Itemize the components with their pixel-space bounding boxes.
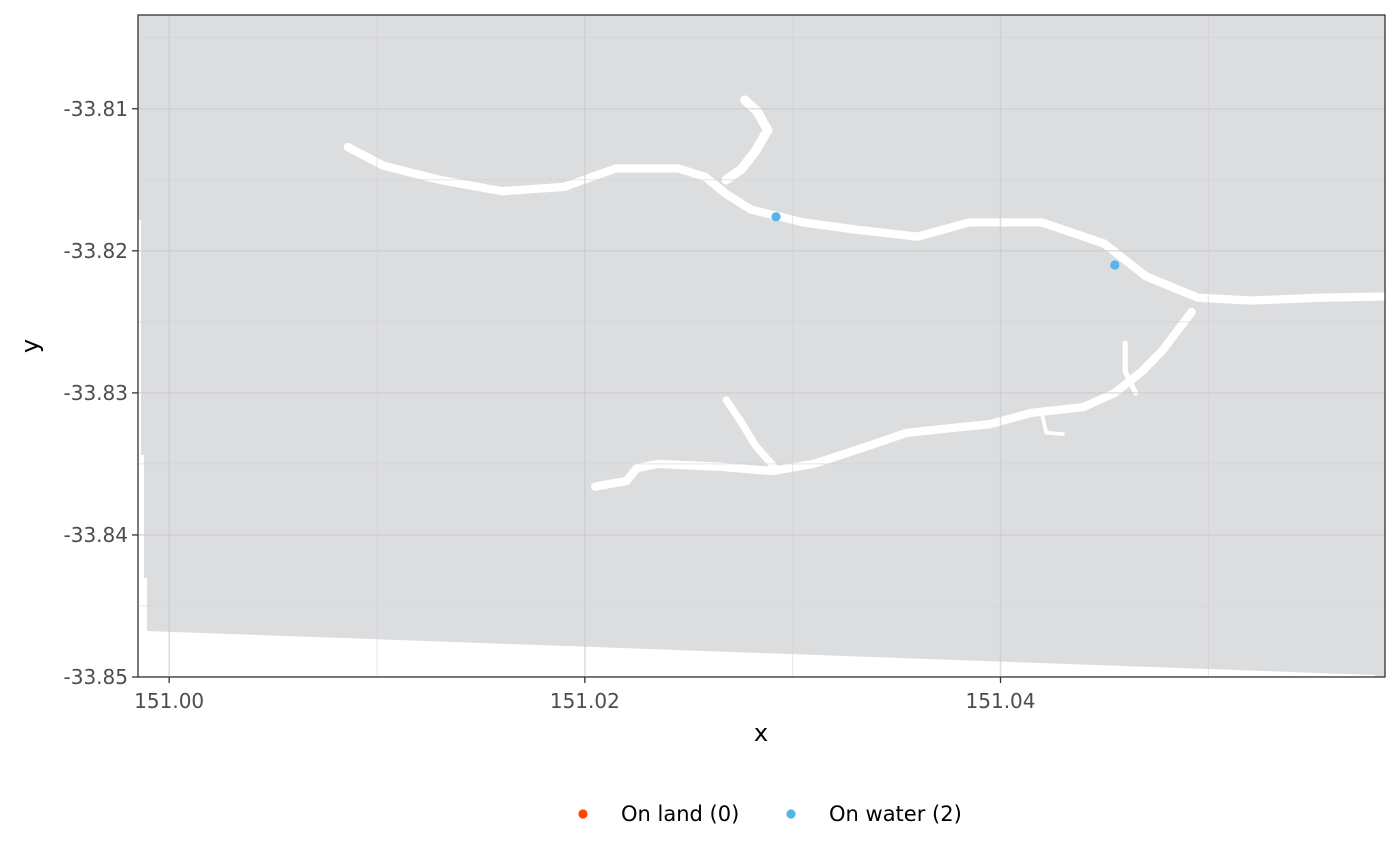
legend: On land (0) On water (2) — [578, 802, 962, 826]
data-points — [771, 212, 1120, 270]
y-tick-label-2: -33.83 — [64, 381, 128, 405]
water-channel-1 — [721, 95, 773, 185]
water-channel-5 — [1040, 412, 1065, 436]
y-axis-title: y — [16, 339, 44, 353]
y-tick-label-4: -33.85 — [64, 665, 128, 689]
y-tick-label-1: -33.82 — [64, 239, 128, 263]
legend-key-1 — [786, 809, 796, 819]
point-1-1 — [1110, 260, 1120, 270]
legend-label-1: On water (2) — [829, 802, 962, 826]
x-axis-title: x — [754, 719, 768, 747]
panel-border — [137, 14, 1386, 678]
legend-label-0: On land (0) — [621, 802, 739, 826]
point-1-0 — [771, 212, 781, 222]
legend-key-0 — [578, 809, 588, 819]
x-tick-label-0: 151.00 — [134, 689, 204, 713]
water-channel-3 — [722, 396, 778, 471]
water-channels — [343, 95, 1385, 491]
water-channel-4 — [1122, 340, 1139, 396]
y-tick-label-3: -33.84 — [64, 523, 128, 547]
water-channel-2 — [591, 307, 1196, 491]
y-axis: -33.81 -33.82 -33.83 -33.84 -33.85 — [64, 97, 138, 689]
water-channel-0 — [343, 142, 1385, 305]
x-axis: 151.00 151.02 151.04 — [134, 677, 1036, 713]
y-tick-label-0: -33.81 — [64, 97, 128, 121]
x-tick-label-1: 151.02 — [550, 689, 620, 713]
x-tick-label-2: 151.04 — [966, 689, 1036, 713]
grid-lines — [138, 15, 1385, 677]
